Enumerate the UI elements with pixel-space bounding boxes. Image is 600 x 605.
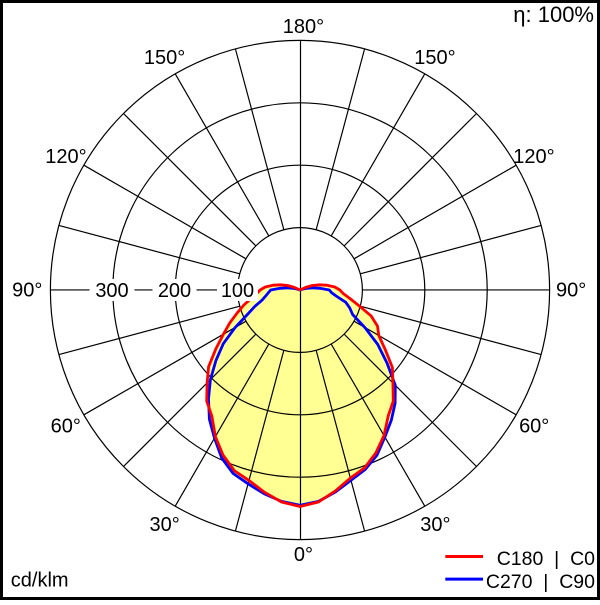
svg-text:150°: 150° [414,47,455,69]
svg-text:30°: 30° [149,514,179,536]
svg-text:C180 | C0: C180 | C0 [497,548,595,570]
svg-text:cd/klm: cd/klm [11,570,69,592]
svg-text:60°: 60° [519,416,549,438]
svg-text:C270 | C90: C270 | C90 [486,571,595,593]
svg-text:120°: 120° [45,146,86,168]
svg-text:300: 300 [95,280,128,302]
svg-text:120°: 120° [513,146,554,168]
svg-text:180°: 180° [283,16,324,38]
svg-text:30°: 30° [420,514,450,536]
svg-text:60°: 60° [51,416,81,438]
svg-text:100: 100 [221,280,254,302]
svg-text:0°: 0° [294,544,313,566]
svg-text:200: 200 [158,280,191,302]
svg-text:90°: 90° [12,279,42,301]
svg-text:150°: 150° [144,47,185,69]
svg-text:90°: 90° [556,279,586,301]
svg-text:η: 100%: η: 100% [513,2,594,27]
